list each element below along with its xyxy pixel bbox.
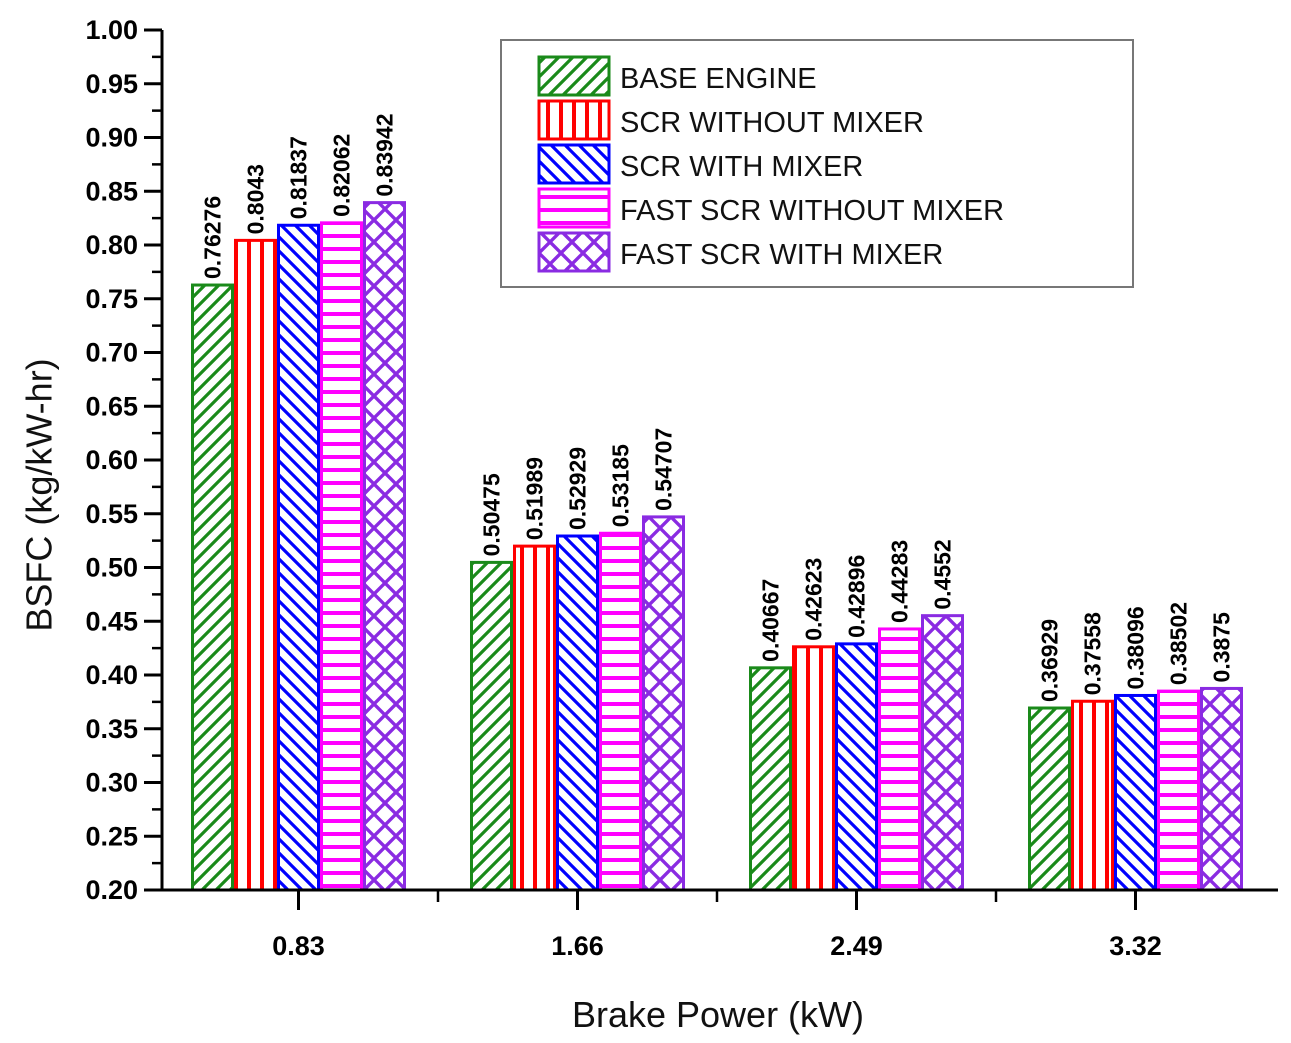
data-label-2.49-series-3: 0.44283	[887, 540, 913, 623]
x-tick-label: 2.49	[830, 931, 883, 961]
bar-3.32-series-2	[1114, 693, 1157, 892]
data-label-3.32-series-0: 0.36929	[1037, 619, 1063, 702]
data-label-0.83-series-4: 0.83942	[372, 113, 398, 196]
bar-1.66-series-4	[642, 515, 685, 892]
bar-0.83-series-4	[363, 201, 406, 892]
y-tick-label: 0.75	[85, 284, 138, 314]
y-tick-label: 0.65	[85, 391, 138, 421]
y-tick-label: 0.95	[85, 69, 138, 99]
legend-item: SCR WITH MIXER	[537, 143, 863, 185]
y-tick-label: 0.25	[85, 821, 138, 851]
data-label-2.49-series-1: 0.42623	[801, 558, 827, 641]
axes-layer: 0.20 0.25 0.30 0.35 0.40 0.45 0.50 0.55 0.60 0.65…	[85, 15, 1278, 961]
bar-0.83-series-1	[234, 238, 277, 892]
data-label-3.32-series-1: 0.37558	[1080, 612, 1106, 695]
bar-2.49-series-4	[921, 614, 964, 892]
legend-swatch	[537, 143, 611, 185]
legend-item: FAST SCR WITH MIXER	[537, 231, 943, 273]
bar-0.83-series-3	[320, 221, 363, 892]
bar-3.32-series-0	[1028, 706, 1071, 892]
data-label-2.49-series-0: 0.40667	[758, 579, 784, 662]
legend-label: FAST SCR WITHOUT MIXER	[620, 195, 1004, 227]
bars-layer	[191, 201, 1243, 892]
x-tick-label: 1.66	[551, 931, 604, 961]
data-label-3.32-series-3: 0.38502	[1166, 602, 1192, 685]
data-label-0.83-series-1: 0.8043	[243, 164, 269, 234]
legend-swatch	[537, 99, 611, 141]
bar-3.32-series-3	[1157, 689, 1200, 892]
legend-swatch	[537, 55, 611, 97]
data-label-0.83-series-2: 0.81837	[286, 136, 312, 219]
x-tick-label: 3.32	[1109, 931, 1162, 961]
legend-swatch	[537, 231, 611, 273]
data-label-0.83-series-3: 0.82062	[329, 134, 355, 217]
bar-2.49-series-1	[792, 645, 835, 892]
y-tick-label: 0.80	[85, 230, 138, 260]
x-tick-label: 0.83	[272, 931, 325, 961]
bar-2.49-series-3	[878, 627, 921, 892]
bar-1.66-series-0	[470, 560, 513, 892]
legend-swatch	[537, 187, 611, 229]
bar-2.49-series-2	[835, 642, 878, 892]
legend: BASE ENGINE SCR WITHOUT MIXER SCR WITH MIX…	[500, 39, 1134, 288]
bar-2.49-series-0	[749, 666, 792, 892]
y-axis-title: BSFC (kg/kW-hr)	[19, 358, 60, 631]
y-tick-label: 0.50	[85, 553, 138, 583]
data-labels-layer: 0.76276 0.8043 0.81837 0.82062 0.83942 0.5047…	[200, 113, 1235, 702]
y-tick-label: 0.20	[85, 875, 138, 905]
data-label-3.32-series-2: 0.38096	[1123, 606, 1149, 689]
bar-3.32-series-4	[1200, 686, 1243, 892]
bar-3.32-series-1	[1071, 699, 1114, 892]
data-label-1.66-series-0: 0.50475	[479, 473, 505, 556]
x-axis-title: Brake Power (kW)	[572, 994, 864, 1035]
y-tick-label: 0.85	[85, 176, 138, 206]
y-tick-label: 0.35	[85, 714, 138, 744]
bar-0.83-series-0	[191, 283, 234, 892]
legend-item: SCR WITHOUT MIXER	[537, 99, 924, 141]
y-tick-label: 0.90	[85, 123, 138, 153]
data-label-3.32-series-4: 0.3875	[1209, 612, 1235, 683]
y-tick-label: 1.00	[85, 15, 138, 45]
bar-0.83-series-2	[277, 223, 320, 892]
y-tick-label: 0.45	[85, 606, 138, 636]
data-label-1.66-series-2: 0.52929	[565, 447, 591, 530]
legend-label: FAST SCR WITH MIXER	[620, 239, 943, 271]
y-tick-label: 0.30	[85, 768, 138, 798]
legend-label: BASE ENGINE	[620, 63, 817, 95]
y-tick-label: 0.70	[85, 338, 138, 368]
legend-item: BASE ENGINE	[537, 55, 817, 97]
y-tick-label: 0.40	[85, 660, 138, 690]
legend-label: SCR WITHOUT MIXER	[620, 107, 924, 139]
bar-1.66-series-3	[599, 531, 642, 892]
data-label-1.66-series-4: 0.54707	[651, 428, 677, 511]
data-label-2.49-series-2: 0.42896	[844, 555, 870, 638]
bar-1.66-series-2	[556, 534, 599, 892]
y-tick-label: 0.60	[85, 445, 138, 475]
legend-item: FAST SCR WITHOUT MIXER	[537, 187, 1004, 229]
data-label-2.49-series-4: 0.4552	[930, 539, 956, 609]
bar-1.66-series-1	[513, 544, 556, 892]
data-label-1.66-series-3: 0.53185	[608, 444, 634, 527]
y-tick-label: 0.55	[85, 499, 138, 529]
data-label-1.66-series-1: 0.51989	[522, 457, 548, 540]
data-label-0.83-series-0: 0.76276	[200, 196, 226, 279]
legend-label: SCR WITH MIXER	[620, 151, 863, 183]
